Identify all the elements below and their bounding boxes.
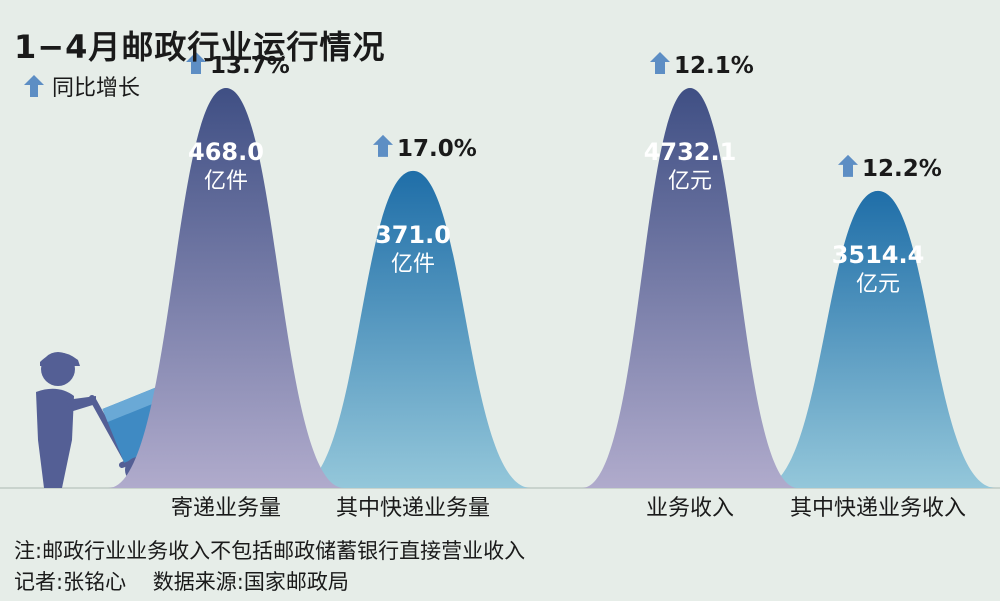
chart-title: 1−4月邮政行业运行情况 xyxy=(14,28,386,66)
up-arrow-icon xyxy=(373,134,393,157)
category-label: 寄递业务量 xyxy=(171,496,281,521)
peak-1 xyxy=(295,170,531,488)
up-arrow-icon xyxy=(650,52,670,74)
baseline-strip xyxy=(0,488,1000,601)
data-label-unit: 亿件 xyxy=(204,169,248,194)
credit-line: 记者:张铭心 数据来源:国家邮政局 xyxy=(14,570,349,594)
up-arrow-icon xyxy=(24,75,44,97)
category-label: 其中快递业务收入 xyxy=(790,496,966,521)
legend: 同比增长 xyxy=(24,70,140,102)
growth-label-3: 12.2% xyxy=(838,154,942,182)
up-arrow-icon xyxy=(186,52,206,74)
peaks-layer xyxy=(108,88,996,489)
growth-label-1: 17.0% xyxy=(373,134,477,162)
growth-label-0: 13.7% xyxy=(186,52,290,79)
peak-3 xyxy=(760,190,996,489)
category-label: 其中快递业务量 xyxy=(336,496,490,521)
up-arrow-icon xyxy=(838,154,858,177)
peak-0 xyxy=(108,88,344,488)
growth-value: 17.0% xyxy=(397,136,477,162)
legend-label: 同比增长 xyxy=(52,76,141,101)
footnote: 注:邮政行业业务收入不包括邮政储蓄银行直接营业收入 xyxy=(14,539,526,563)
growth-value: 13.7% xyxy=(210,53,290,79)
growth-label-2: 12.1% xyxy=(650,52,754,79)
peak-2 xyxy=(582,88,798,488)
data-label-value: 468.0 xyxy=(188,138,264,166)
data-label-value: 371.0 xyxy=(375,221,451,249)
growth-value: 12.2% xyxy=(862,156,942,182)
data-label-unit: 亿元 xyxy=(668,169,712,194)
data-label-value: 4732.1 xyxy=(644,138,737,166)
growth-value: 12.1% xyxy=(674,53,754,79)
data-label-value: 3514.4 xyxy=(832,241,925,269)
data-label-unit: 亿元 xyxy=(856,272,900,297)
category-label: 业务收入 xyxy=(646,496,734,521)
data-label-unit: 亿件 xyxy=(391,252,435,277)
